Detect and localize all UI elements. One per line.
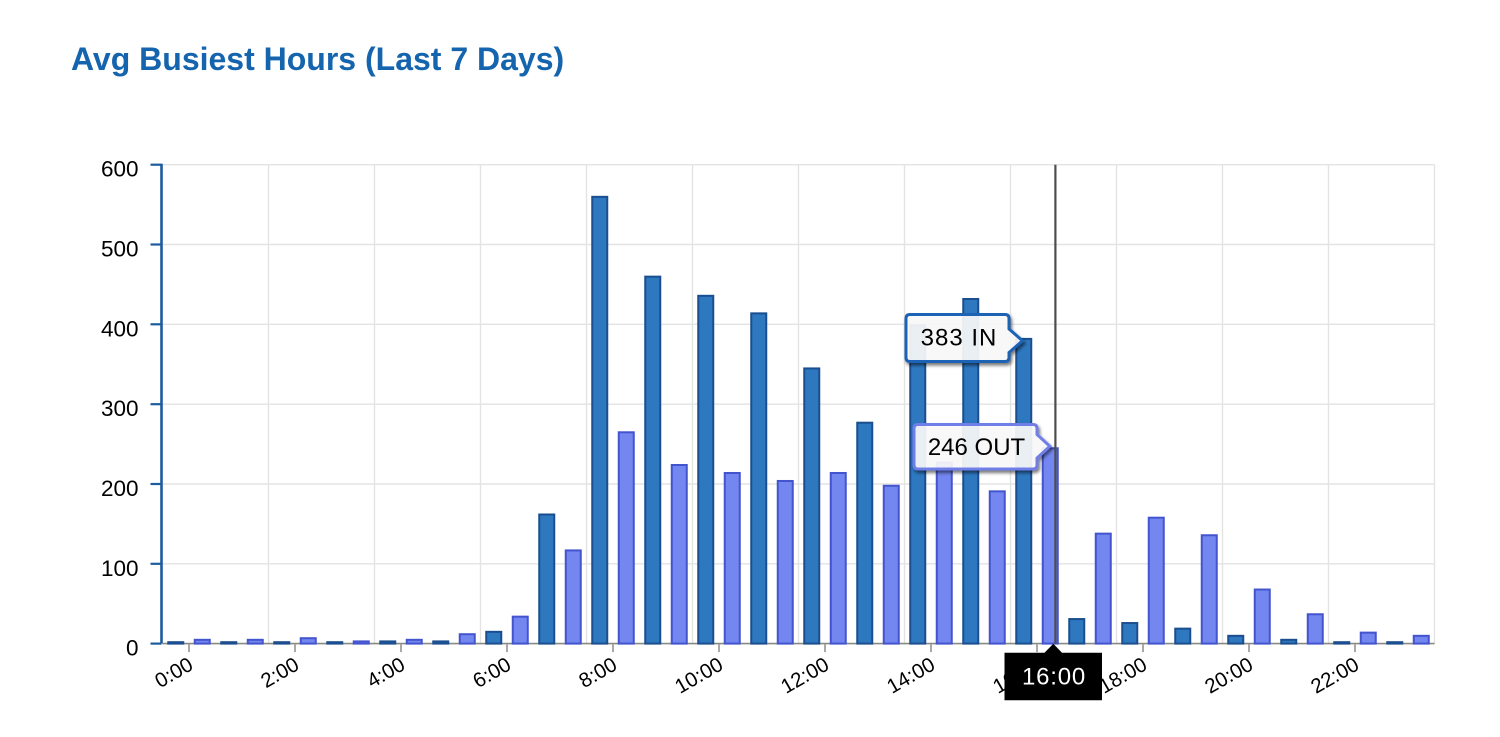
svg-text:400: 400: [101, 316, 139, 341]
svg-text:100: 100: [101, 556, 139, 581]
svg-text:200: 200: [101, 476, 139, 501]
svg-text:383 IN: 383 IN: [921, 324, 998, 351]
svg-text:0: 0: [126, 636, 139, 661]
svg-text:300: 300: [101, 396, 139, 421]
svg-text:246 OUT: 246 OUT: [928, 434, 1026, 461]
svg-text:500: 500: [101, 237, 139, 262]
svg-text:600: 600: [101, 157, 139, 182]
svg-text:16:00: 16:00: [1022, 663, 1086, 690]
svg-text:Avg Busiest Hours (Last 7 Days: Avg Busiest Hours (Last 7 Days): [71, 41, 564, 77]
